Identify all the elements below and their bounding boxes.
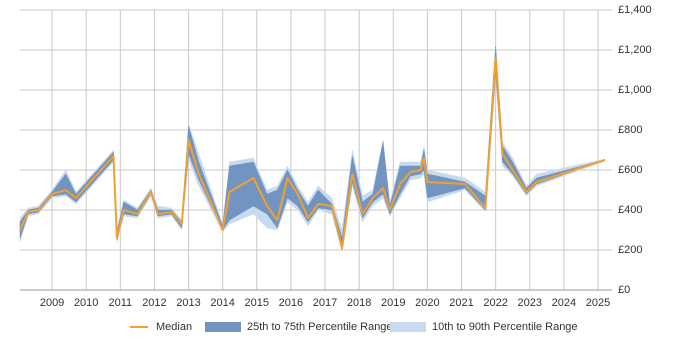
- median-line: [19, 57, 606, 249]
- x-tick-label: 2021: [449, 297, 473, 309]
- plot-area: [20, 10, 612, 290]
- x-tick-label: 2025: [586, 297, 610, 309]
- x-tick-label: 2018: [347, 297, 371, 309]
- legend-swatch: [205, 322, 241, 332]
- x-tick-label: 2017: [313, 297, 337, 309]
- x-tick-label: 2020: [415, 297, 439, 309]
- legend-swatch: [390, 322, 426, 332]
- legend-label: Median: [156, 321, 192, 333]
- y-tick-label: £600: [618, 164, 642, 176]
- y-tick-label: £1,400: [618, 4, 652, 16]
- x-tick-label: 2019: [381, 297, 405, 309]
- y-tick-label: £200: [618, 244, 642, 256]
- y-tick-label: £400: [618, 204, 642, 216]
- x-tick-label: 2016: [279, 297, 303, 309]
- legend-label: 10th to 90th Percentile Range: [432, 321, 578, 333]
- x-tick-label: 2010: [74, 297, 98, 309]
- x-tick-label: 2009: [40, 297, 64, 309]
- x-tick-label: 2024: [552, 297, 576, 309]
- y-tick-label: £1,200: [618, 44, 652, 56]
- x-tick-label: 2022: [483, 297, 507, 309]
- y-tick-label: £0: [618, 284, 630, 296]
- x-tick-label: 2015: [245, 297, 269, 309]
- x-tick-label: 2014: [210, 297, 234, 309]
- x-tick-label: 2011: [108, 297, 132, 309]
- y-tick-label: £1,000: [618, 84, 652, 96]
- x-tick-label: 2013: [176, 297, 200, 309]
- legend-label: 25th to 75th Percentile Range: [247, 321, 393, 333]
- x-tick-label: 2023: [518, 297, 542, 309]
- x-tick-label: 2012: [142, 297, 166, 309]
- y-tick-label: £800: [618, 124, 642, 136]
